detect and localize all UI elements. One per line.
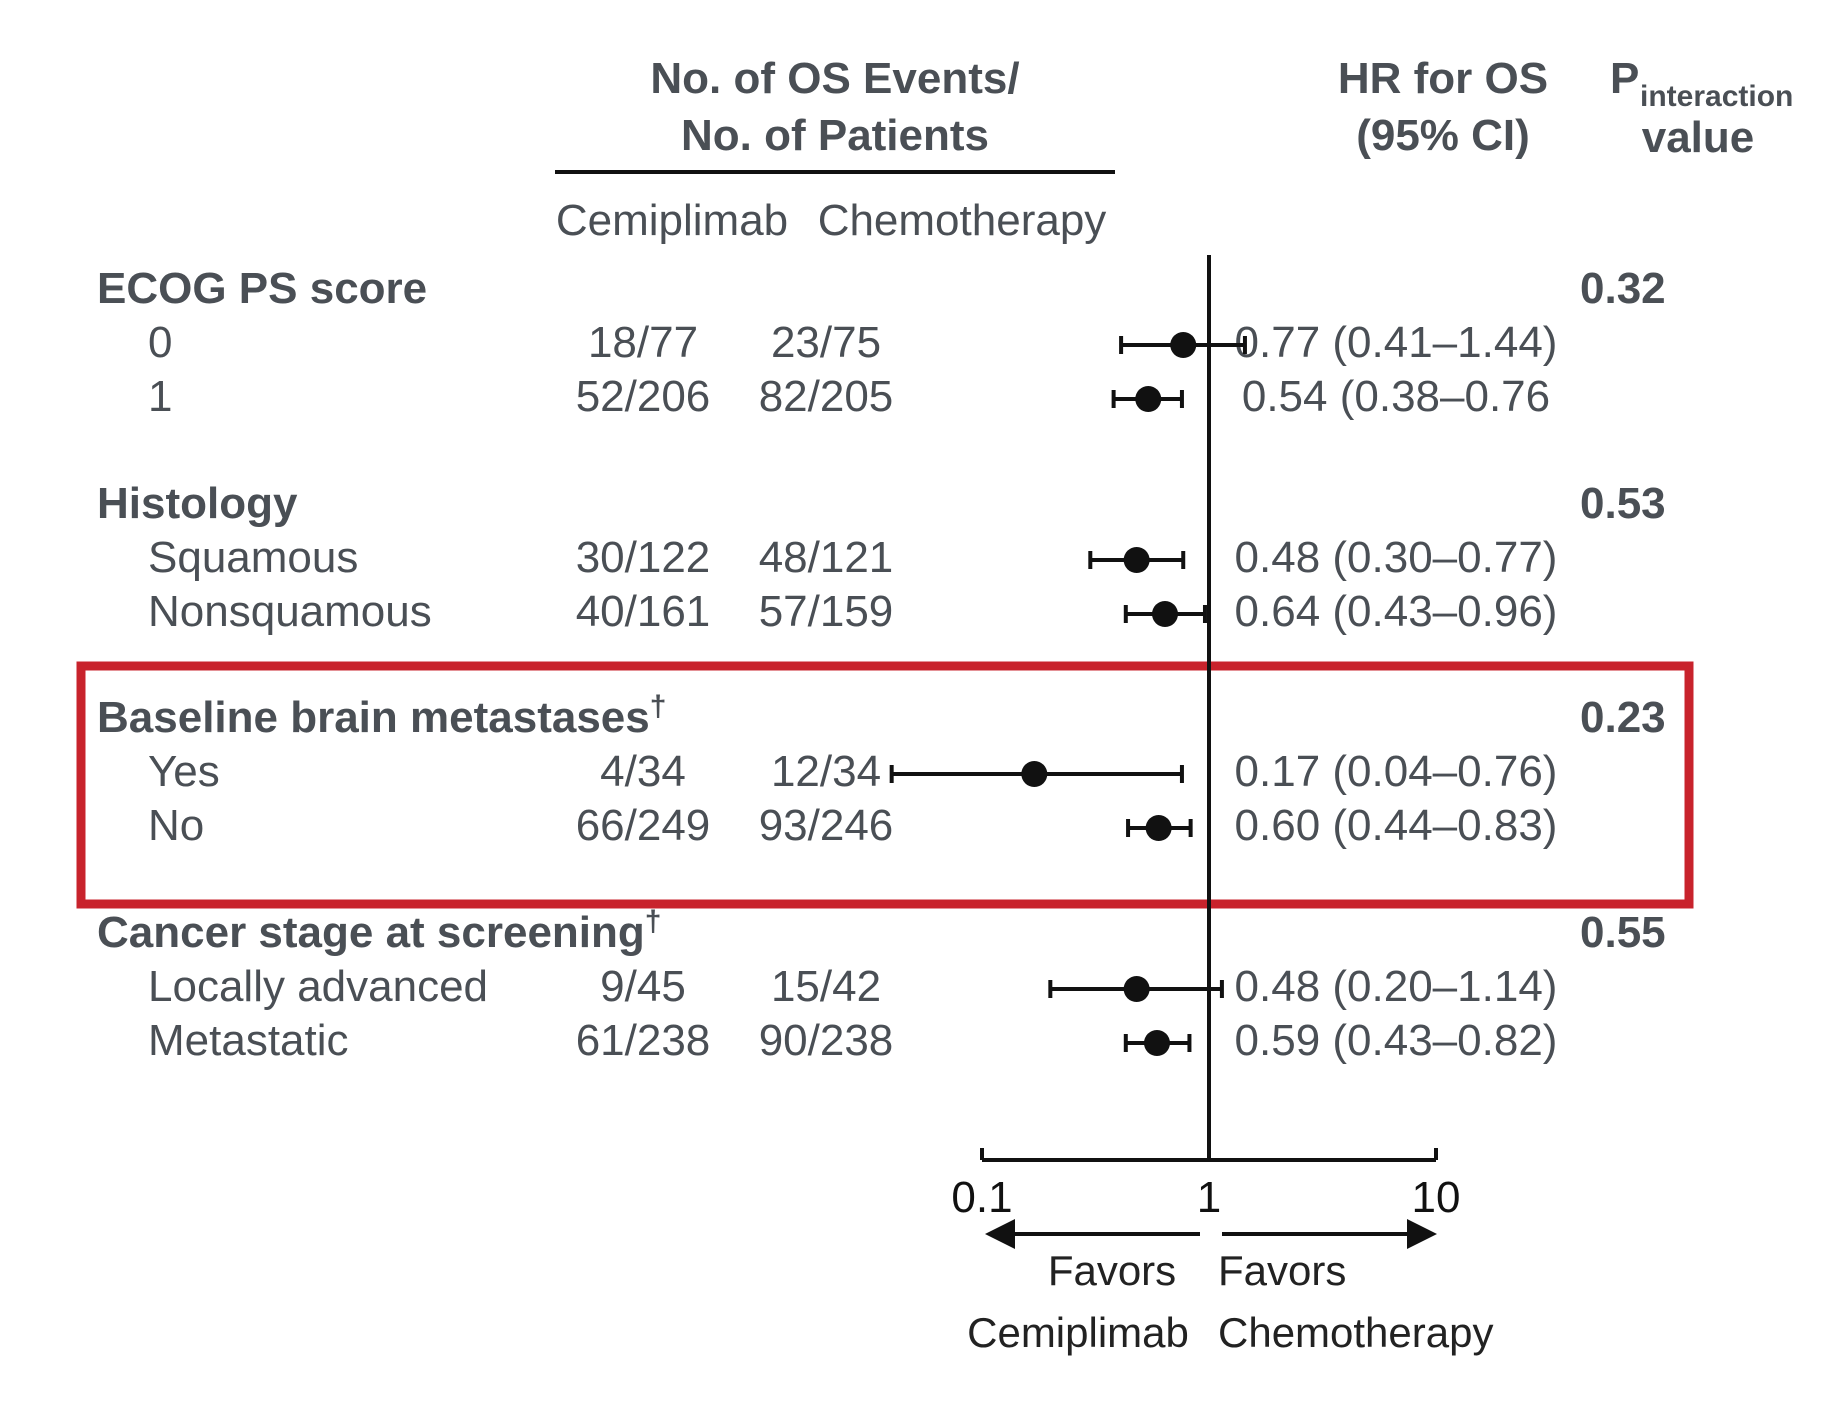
header-col-chemotherapy: Chemotherapy: [818, 196, 1107, 245]
p-value: 0.53: [1580, 479, 1666, 528]
favors-left-arrow-head: [985, 1219, 1015, 1249]
header-events-line2: No. of Patients: [681, 111, 989, 160]
hr-ci-text: 0.64 (0.43–0.96): [1235, 587, 1558, 636]
hr-ci-text: 0.54 (0.38–0.76: [1242, 372, 1550, 421]
x-axis: 0.1 1 10: [951, 255, 1460, 1222]
row-label: 0: [148, 318, 172, 367]
favors-left-line2: Cemiplimab: [967, 1309, 1189, 1356]
hr-ci-text: 0.17 (0.04–0.76): [1235, 747, 1558, 796]
hr-ci-text: 0.48 (0.30–0.77): [1235, 533, 1558, 582]
chemotherapy-value: 57/159: [759, 587, 894, 636]
hr-ci-text: 0.59 (0.43–0.82): [1235, 1016, 1558, 1065]
hr-point: [1135, 386, 1162, 412]
hr-point: [1152, 601, 1179, 627]
row-label: 1: [148, 372, 172, 421]
hr-point: [1123, 976, 1150, 1002]
favors-chemotherapy: Favors Chemotherapy: [1218, 1219, 1493, 1356]
favors-left-line1: Favors: [1048, 1247, 1176, 1294]
chemotherapy-value: 82/205: [759, 372, 894, 421]
header-p-sub: interaction: [1640, 80, 1793, 113]
favors-right-line1: Favors: [1218, 1247, 1346, 1294]
chemotherapy-value: 90/238: [759, 1016, 894, 1065]
row-label: Nonsquamous: [148, 587, 432, 636]
group-label: Cancer stage at screening†: [97, 905, 661, 957]
favors-right-line2: Chemotherapy: [1218, 1309, 1493, 1356]
header-hr-line2: (95% CI): [1356, 111, 1530, 160]
hr-point: [1170, 332, 1197, 358]
row-label: Yes: [148, 747, 220, 796]
hr-point: [1145, 815, 1172, 841]
chemotherapy-value: 23/75: [771, 318, 881, 367]
header-p-line2: value: [1642, 113, 1755, 162]
tick-label: 0.1: [951, 1173, 1012, 1222]
hr-ci-text: 0.60 (0.44–0.83): [1235, 801, 1558, 850]
row-label: Squamous: [148, 533, 358, 582]
favors-cemiplimab: Favors Cemiplimab: [967, 1219, 1200, 1356]
favors-right-arrow-head: [1407, 1219, 1437, 1249]
header-hr-line1: HR for OS: [1338, 54, 1548, 103]
row-label: Locally advanced: [148, 962, 488, 1011]
hr-ci-text: 0.48 (0.20–1.14): [1235, 962, 1558, 1011]
group-label: Baseline brain metastases†: [97, 690, 666, 742]
highlight-box: [76, 661, 1694, 909]
group-label: ECOG PS score: [97, 264, 427, 313]
chemotherapy-value: 93/246: [759, 801, 894, 850]
hr-point: [1123, 547, 1150, 573]
cemiplimab-value: 30/122: [576, 533, 711, 582]
cemiplimab-value: 9/45: [600, 962, 686, 1011]
group-label: Histology: [97, 479, 298, 528]
tick-label: 1: [1197, 1173, 1221, 1222]
cemiplimab-value: 4/34: [600, 747, 686, 796]
hr-point: [1021, 761, 1048, 787]
hr-point: [1143, 1030, 1170, 1056]
table-rows: ECOG PS score 0.32 0 18/77 23/75 0.77 (0.41–1…: [97, 264, 1666, 1065]
header-events-line1: No. of OS Events/: [650, 54, 1019, 103]
cemiplimab-value: 61/238: [576, 1016, 711, 1065]
p-value: 0.55: [1580, 908, 1666, 957]
cemiplimab-value: 66/249: [576, 801, 711, 850]
header-col-cemiplimab: Cemiplimab: [556, 196, 788, 245]
cemiplimab-value: 40/161: [576, 587, 711, 636]
row-label: Metastatic: [148, 1016, 349, 1065]
row-label: No: [148, 801, 204, 850]
header-p-main: P: [1610, 54, 1639, 103]
chemotherapy-value: 12/34: [771, 747, 881, 796]
chemotherapy-value: 48/121: [759, 533, 894, 582]
tick-label: 10: [1412, 1173, 1461, 1222]
p-value: 0.32: [1580, 264, 1666, 313]
cemiplimab-value: 52/206: [576, 372, 711, 421]
hr-ci-text: 0.77 (0.41–1.44): [1235, 318, 1558, 367]
p-value: 0.23: [1580, 693, 1666, 742]
cemiplimab-value: 18/77: [588, 318, 698, 367]
chemotherapy-value: 15/42: [771, 962, 881, 1011]
